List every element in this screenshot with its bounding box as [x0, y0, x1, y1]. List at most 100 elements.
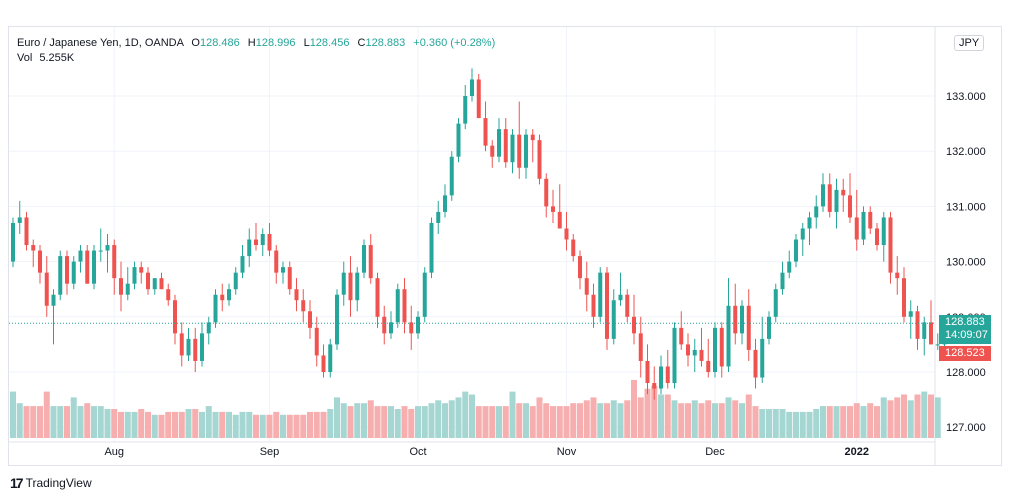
volume-bar [57, 406, 64, 438]
symbol-title[interactable]: Euro / Japanese Yen, 1D, OANDA [17, 37, 184, 49]
volume-bar [43, 391, 50, 438]
candle-body [193, 338, 198, 361]
volume-bar [766, 409, 772, 438]
volume-bar [401, 406, 408, 438]
candle-body [794, 239, 798, 262]
volume-bar [536, 397, 543, 438]
volume-bar [671, 400, 678, 438]
volume-bar [300, 414, 307, 438]
volume-bar [37, 406, 43, 438]
chart-panel[interactable]: 133.000132.000131.000130.000129.000128.0… [8, 26, 1002, 466]
volume-bar [759, 409, 766, 438]
volume-bar [658, 394, 664, 438]
volume-bar [286, 414, 293, 438]
volume-bar [624, 400, 631, 438]
volume-bar [50, 406, 57, 438]
volume-bar [725, 397, 732, 438]
candle-body [132, 267, 137, 284]
candle-body [719, 327, 724, 367]
candle-body [861, 211, 866, 240]
candle-body [524, 134, 528, 168]
volume-bar [462, 391, 469, 438]
candle-body [773, 289, 778, 317]
volume-bar [914, 394, 921, 438]
tradingview-branding[interactable]: 17 TradingView [10, 475, 92, 491]
volume-bar [185, 409, 192, 438]
candle-body [733, 305, 738, 334]
volume-bar [334, 397, 340, 438]
volume-bar [111, 409, 118, 438]
candle-body [605, 272, 609, 339]
volume-bar [631, 380, 637, 438]
volume-bar [678, 403, 685, 438]
volume-bar [482, 406, 489, 438]
volume-bar [577, 403, 583, 438]
prev-close-label: 128.523 [939, 346, 991, 361]
candle-body [497, 129, 501, 157]
volume-bar [752, 406, 759, 438]
volume-bar [691, 400, 698, 438]
candle-body [665, 366, 670, 384]
volume-bar [165, 411, 172, 438]
candle-body [105, 245, 110, 251]
candle-body [672, 327, 677, 384]
candle-body [294, 289, 299, 301]
volume-bar [151, 414, 158, 438]
volume-bar [23, 406, 30, 438]
candle-body [551, 206, 555, 212]
price-tick-label: 130.000 [946, 257, 986, 269]
volume-bar [192, 409, 199, 438]
volume-bar [563, 406, 570, 438]
volume-bar [172, 411, 178, 438]
candle-body [632, 316, 636, 334]
volume-bar [556, 406, 563, 438]
volume-bar [374, 406, 381, 438]
candle-body [206, 322, 211, 334]
candle-body [375, 278, 380, 317]
candle-body [895, 272, 900, 279]
candle-body [470, 79, 474, 96]
countdown-timer: 14:09:07 [945, 329, 988, 341]
volume-value: 5.255K [39, 52, 75, 64]
candle-body [247, 239, 252, 257]
volume-bar [597, 403, 604, 438]
volume-bar [806, 411, 813, 438]
candle-body [456, 123, 461, 157]
candle-body [476, 79, 481, 119]
volume-bar [502, 406, 509, 438]
volume-bar [205, 406, 212, 438]
candle-body [368, 245, 373, 279]
volume-bar [212, 411, 219, 438]
open-value: 128.486 [199, 37, 240, 49]
candle-body [503, 129, 508, 163]
volume-bar [644, 388, 651, 438]
volume-bar [570, 403, 577, 438]
candle-body [429, 222, 434, 273]
volume-bar [10, 391, 16, 438]
price-tick-label: 131.000 [946, 201, 986, 213]
time-tick-label: Aug [104, 446, 124, 458]
volume-bar [867, 403, 874, 438]
volume-bar [745, 394, 752, 438]
time-tick-label: Dec [705, 446, 725, 458]
candle-body [92, 250, 96, 284]
volume-bar [732, 400, 739, 438]
candle-body [740, 305, 744, 334]
candle-body [821, 184, 825, 207]
candle-body [355, 272, 360, 301]
volume-label[interactable]: Vol [17, 52, 33, 64]
volume-bar [860, 406, 867, 438]
volume-bar [381, 406, 388, 438]
candle-body [537, 140, 542, 179]
volume-bar [475, 406, 482, 438]
volume-bar [583, 400, 590, 438]
volume-bar [853, 403, 860, 438]
volume-bar [772, 409, 779, 438]
currency-badge[interactable]: JPY [954, 35, 985, 51]
candle-body [281, 267, 285, 273]
price-chart[interactable]: 133.000132.000131.000130.000129.000128.0… [9, 27, 1002, 466]
volume-bar [894, 397, 901, 438]
price-tick-label: 128.000 [946, 367, 986, 379]
close-label: C [357, 37, 366, 49]
volume-bar [273, 411, 280, 438]
